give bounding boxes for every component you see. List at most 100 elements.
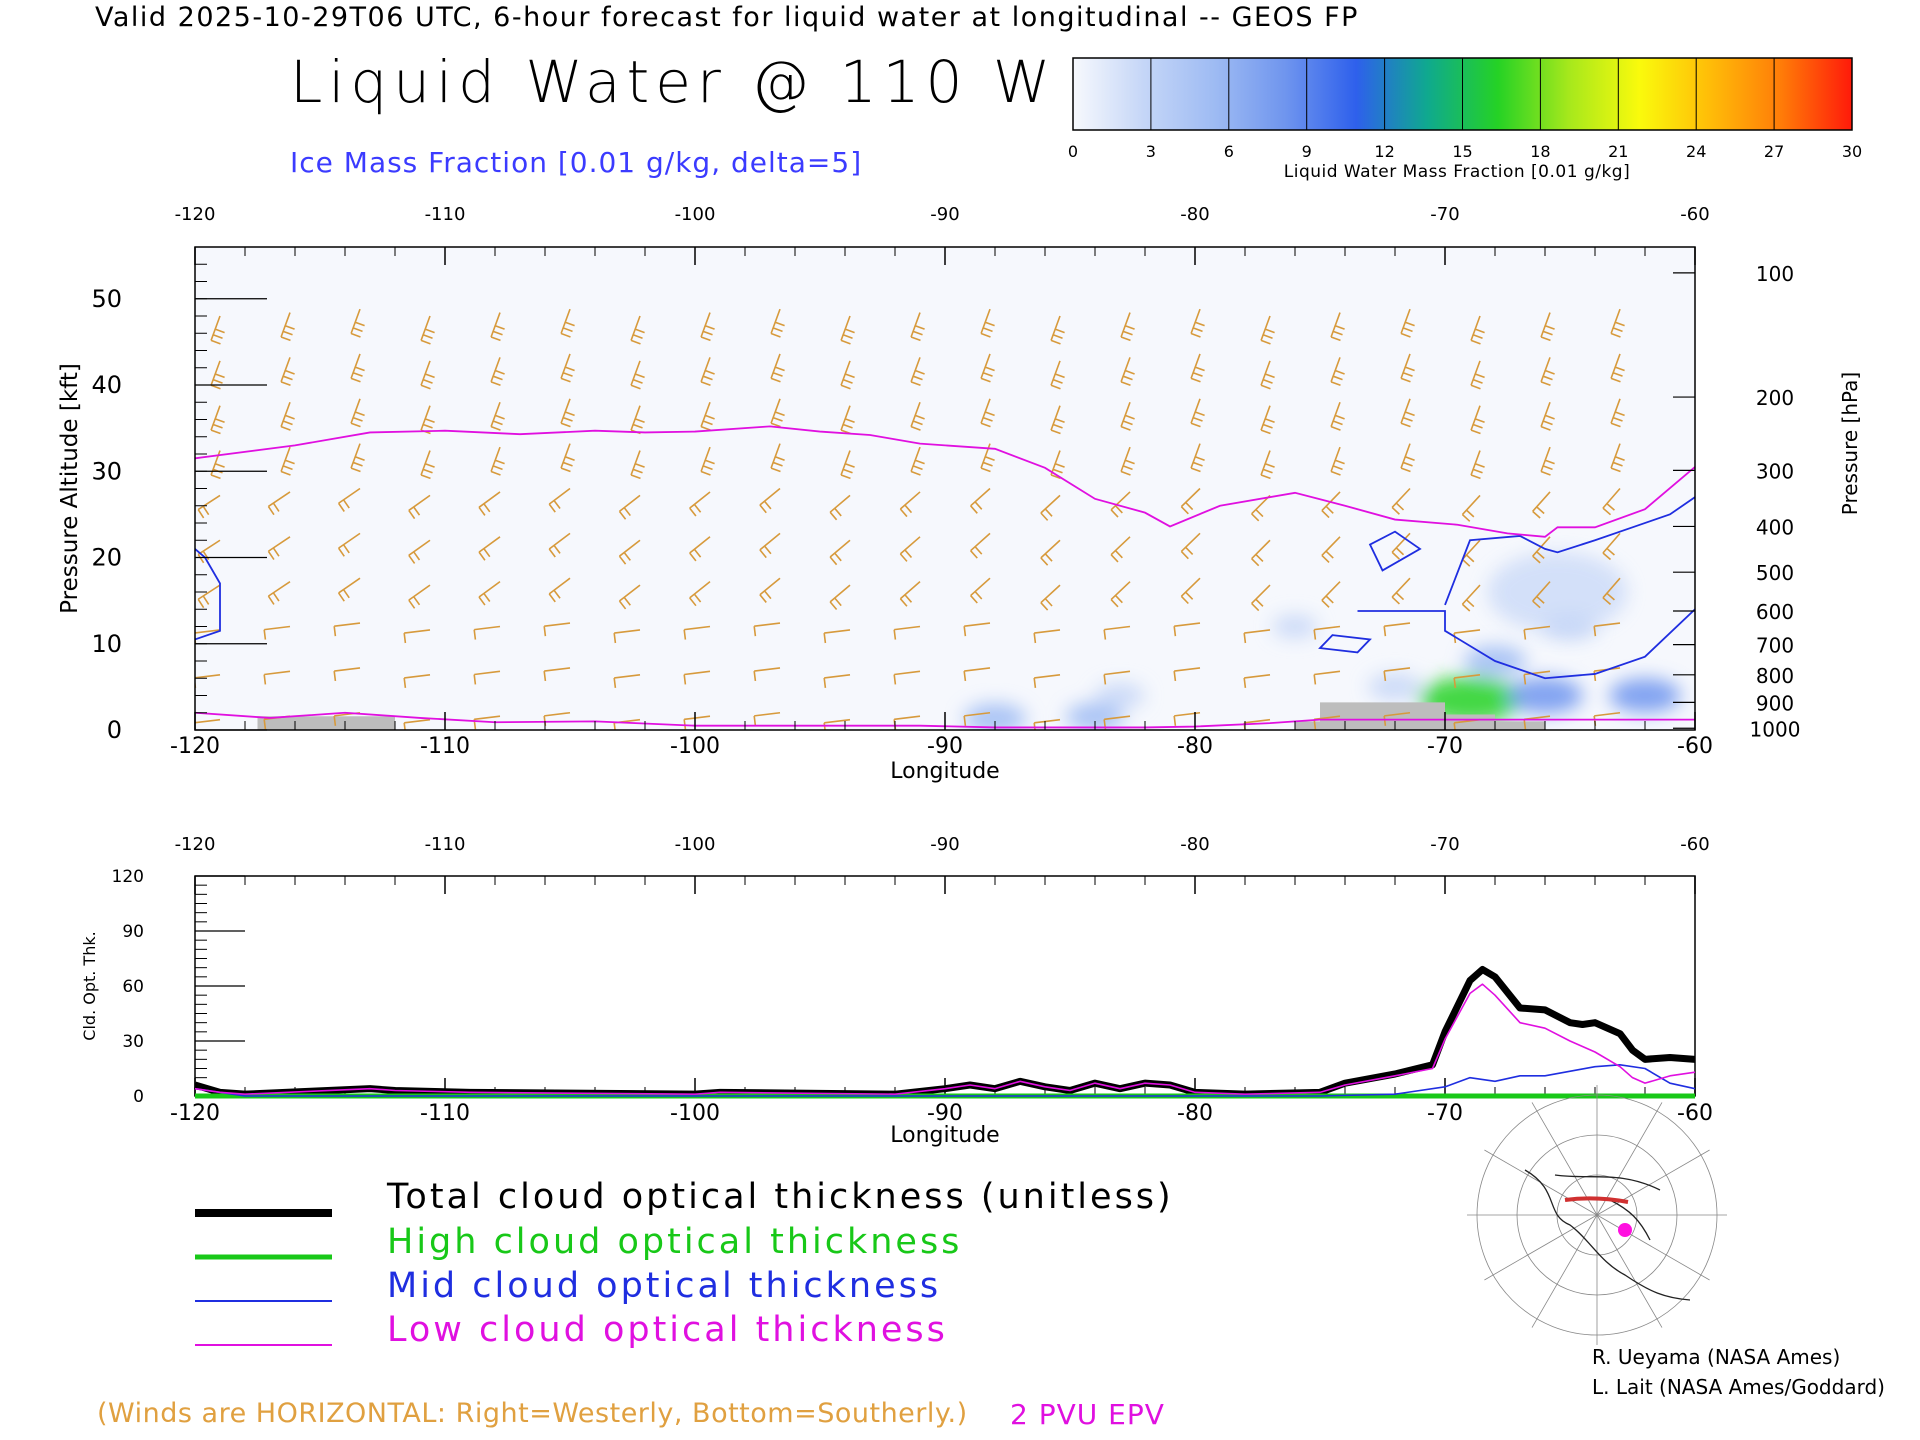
wind-barb xyxy=(263,625,291,640)
wind-barb xyxy=(1251,584,1271,612)
map-grid-meridian xyxy=(1596,1149,1710,1216)
map-coastlines xyxy=(1524,1169,1691,1301)
wind-barb xyxy=(1033,674,1061,688)
wind-barb xyxy=(1453,674,1481,688)
colorbar: 0 3 6 9 12 15 18 21 24 27 30 xyxy=(1068,57,1862,161)
wind-barb xyxy=(1033,629,1061,644)
wind-barb xyxy=(618,494,641,520)
y-tick-label: 20 xyxy=(91,544,122,572)
wind-barb xyxy=(1040,494,1061,521)
wind-barb xyxy=(840,360,855,390)
legend-low-label: Low cloud optical thickness xyxy=(387,1310,948,1350)
wind-barb xyxy=(267,580,291,605)
wind-barb xyxy=(548,577,571,603)
wind-barb xyxy=(1110,581,1131,608)
wind-barb xyxy=(1453,629,1481,644)
wind-barb xyxy=(473,625,501,640)
wind-barb xyxy=(683,625,711,640)
map-grid-meridian xyxy=(1531,1102,1598,1216)
colorbar-tick-label: 3 xyxy=(1146,142,1156,161)
legend-total-label: Total cloud optical thickness (unitless) xyxy=(387,1177,1174,1217)
wind-barb xyxy=(197,584,221,609)
x-tick-label-top: -80 xyxy=(1180,204,1209,225)
wind-barb xyxy=(1180,532,1201,560)
wind-barb xyxy=(210,450,225,480)
ice-contour xyxy=(1318,634,1372,654)
wind-barb xyxy=(1610,353,1625,383)
wind-barb xyxy=(980,308,995,338)
y-tick-label: 30 xyxy=(91,457,122,485)
wind-barb xyxy=(543,667,571,682)
pressure-tick-label: 200 xyxy=(1756,386,1794,410)
pressure-tick-label: 600 xyxy=(1756,600,1794,624)
legend-swatches xyxy=(195,1209,332,1346)
wind-barb xyxy=(1190,353,1205,383)
map-grid-meridian xyxy=(1531,1214,1598,1328)
wind-barb xyxy=(910,446,925,476)
wind-barb xyxy=(980,443,995,473)
wind-barb xyxy=(1180,487,1201,515)
page-title: Liquid Water @ 110 W xyxy=(290,48,1057,116)
wind-barb xyxy=(1540,312,1555,342)
wind-barb xyxy=(548,532,571,558)
wind-barb xyxy=(980,353,995,383)
x-tick-label: -90 xyxy=(927,1101,963,1126)
x-tick-label: -90 xyxy=(927,734,963,759)
x-tick-label-top: -60 xyxy=(1680,204,1709,225)
wind-barb xyxy=(1532,491,1551,519)
wind-barb xyxy=(478,536,501,561)
ice-contour xyxy=(1357,608,1695,680)
wind-barb xyxy=(1050,405,1065,435)
wind-barb xyxy=(1173,622,1201,637)
x-tick-label: -100 xyxy=(670,734,720,759)
colorbar-tick-label: 21 xyxy=(1608,142,1628,161)
wind-barb xyxy=(403,674,431,688)
wind-barb xyxy=(1180,577,1201,605)
wind-barb xyxy=(1243,629,1271,644)
wind-barb xyxy=(1391,532,1411,560)
wind-barb xyxy=(1593,622,1621,637)
wind-barb xyxy=(420,315,435,345)
mid-optical-thickness-line xyxy=(194,1064,1696,1097)
wind-barb xyxy=(1400,443,1415,473)
wind-barb xyxy=(1383,711,1411,726)
map-bounds xyxy=(1500,1165,1696,1315)
wind-barb xyxy=(770,353,785,383)
wind-barb xyxy=(618,539,641,565)
wind-barb xyxy=(1540,357,1555,387)
wind-barb xyxy=(350,443,365,473)
wind-barb xyxy=(829,584,851,611)
liquid-water-patch xyxy=(1066,702,1124,730)
wind-barb xyxy=(753,711,781,726)
legend-mid-label: Mid cloud optical thickness xyxy=(387,1266,942,1306)
wind-barb xyxy=(197,539,221,564)
valid-time-header: Valid 2025-10-29T06 UTC, 6-hour forecast… xyxy=(95,2,1359,33)
x-axis-label: Longitude xyxy=(890,1123,999,1148)
wind-barb xyxy=(630,450,645,480)
wind-barb xyxy=(408,494,431,520)
map-grid-meridian xyxy=(1484,1214,1598,1281)
y-tick-label: 120 xyxy=(112,867,144,887)
wind-barb xyxy=(899,536,921,562)
wind-barb xyxy=(893,625,921,640)
wind-barb xyxy=(963,667,991,682)
wind-barb xyxy=(560,443,575,473)
ice-mass-fraction-label: Ice Mass Fraction [0.01 g/kg, delta=5] xyxy=(290,146,863,179)
wind-barb xyxy=(1040,584,1061,611)
wind-barb xyxy=(1540,401,1555,431)
wind-barb xyxy=(1313,625,1341,640)
wind-barb xyxy=(1050,360,1065,390)
x-tick-label-top: -80 xyxy=(1180,834,1209,855)
y-tick-label: 40 xyxy=(91,371,122,399)
wind-barb xyxy=(1050,315,1065,345)
map-section-line xyxy=(1564,1196,1629,1204)
wind-barb xyxy=(1461,539,1481,567)
liquid-water-cross-section: -120 -120 -110 -110 -100 -100 -90 -90 -80 -80 -70 -… xyxy=(57,204,1862,784)
y-tick-label: 0 xyxy=(107,716,122,744)
wind-barb xyxy=(548,487,571,513)
wind-barb xyxy=(829,539,851,566)
wind-barb xyxy=(1103,670,1131,685)
wind-barb xyxy=(1400,308,1415,338)
x-tick-label: -110 xyxy=(420,734,470,759)
wind-barb xyxy=(490,357,505,387)
